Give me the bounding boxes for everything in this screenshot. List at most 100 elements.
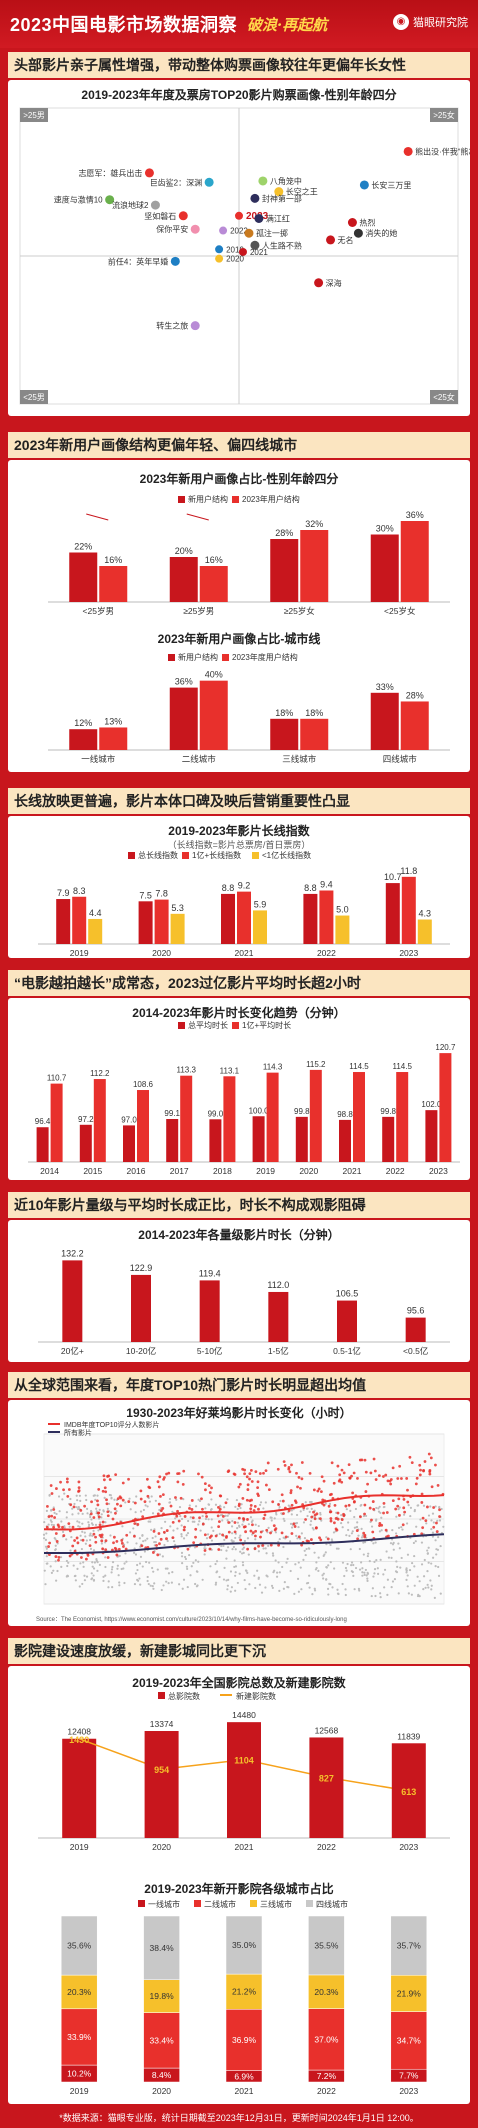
bar-value-label: 5.9 bbox=[254, 899, 267, 909]
film-point bbox=[152, 1587, 155, 1590]
top10-point bbox=[105, 1498, 108, 1502]
legend-swatch bbox=[252, 852, 259, 859]
top10-point bbox=[274, 1527, 278, 1531]
segment-value-label: 33.4% bbox=[150, 2035, 175, 2045]
top10-point bbox=[299, 1486, 302, 1490]
top10-point bbox=[115, 1553, 119, 1557]
top10-point bbox=[72, 1505, 76, 1509]
film-point bbox=[360, 1527, 363, 1531]
bar-value-label: 132.2 bbox=[61, 1248, 84, 1258]
film-point bbox=[241, 1523, 244, 1526]
legend-label: 二线城市 bbox=[204, 1899, 236, 1909]
film-point bbox=[366, 1577, 369, 1580]
film-point bbox=[107, 1586, 110, 1589]
point-label: 志愿军：雄兵出击 bbox=[78, 168, 142, 178]
bar bbox=[169, 557, 198, 602]
data-point bbox=[326, 235, 336, 245]
top10-point bbox=[152, 1529, 156, 1533]
top10-point bbox=[251, 1523, 254, 1527]
bar-value-label: 32% bbox=[305, 519, 323, 529]
top10-point bbox=[115, 1502, 119, 1506]
bar-value-label: 36% bbox=[406, 510, 424, 520]
film-point bbox=[341, 1582, 344, 1586]
top10-point bbox=[204, 1488, 207, 1492]
bar-value-label: 114.3 bbox=[263, 1063, 283, 1072]
top10-point bbox=[232, 1472, 236, 1476]
top10-point bbox=[300, 1543, 304, 1547]
top10-point bbox=[49, 1484, 53, 1487]
category-label: 2019 bbox=[256, 1166, 275, 1176]
film-point bbox=[289, 1569, 292, 1573]
top10-point bbox=[217, 1548, 221, 1551]
bar bbox=[303, 893, 318, 944]
film-point bbox=[267, 1544, 270, 1547]
film-point bbox=[288, 1540, 292, 1543]
top10-point bbox=[342, 1512, 345, 1516]
film-point bbox=[166, 1567, 169, 1570]
film-point bbox=[236, 1526, 239, 1530]
film-point bbox=[240, 1503, 243, 1506]
film-point bbox=[50, 1571, 53, 1574]
film-point bbox=[81, 1512, 84, 1515]
film-point bbox=[45, 1509, 48, 1512]
film-point bbox=[410, 1593, 413, 1596]
film-point bbox=[154, 1535, 157, 1538]
film-point bbox=[141, 1565, 144, 1568]
top10-point bbox=[312, 1510, 315, 1514]
bar-value-label: 120.7 bbox=[435, 1043, 456, 1052]
top10-point bbox=[218, 1494, 222, 1498]
film-point bbox=[117, 1574, 120, 1577]
top10-point bbox=[98, 1523, 102, 1527]
top10-point bbox=[67, 1522, 71, 1526]
film-point bbox=[144, 1560, 148, 1564]
film-point bbox=[226, 1498, 229, 1501]
film-point bbox=[212, 1529, 215, 1533]
film-point bbox=[345, 1508, 348, 1511]
film-point bbox=[437, 1574, 441, 1577]
top10-point bbox=[127, 1500, 131, 1503]
legend-label: IMDB年度TOP10评分人数影片 bbox=[64, 1420, 160, 1429]
top10-point bbox=[252, 1509, 256, 1512]
top10-point bbox=[246, 1547, 250, 1551]
top10-point bbox=[250, 1480, 254, 1483]
top10-point bbox=[120, 1541, 124, 1545]
bar-value-label: 99.1 bbox=[164, 1109, 180, 1118]
chart-title: 2023年新用户画像占比-性别年龄四分 bbox=[139, 472, 339, 486]
top10-point bbox=[322, 1479, 326, 1483]
film-point bbox=[75, 1506, 78, 1509]
bar bbox=[417, 919, 432, 944]
film-point bbox=[358, 1547, 361, 1551]
film-point bbox=[435, 1553, 438, 1556]
bar bbox=[223, 1076, 236, 1162]
film-point bbox=[422, 1504, 426, 1507]
film-point bbox=[143, 1550, 147, 1553]
film-point bbox=[44, 1538, 48, 1541]
top10-point bbox=[183, 1515, 187, 1518]
film-point bbox=[48, 1494, 51, 1497]
film-point bbox=[344, 1588, 347, 1591]
film-point bbox=[310, 1500, 313, 1504]
film-point bbox=[382, 1506, 385, 1509]
film-point bbox=[259, 1501, 263, 1504]
film-point bbox=[115, 1509, 118, 1513]
chart-card-hollywood: 1930-2023年好莱坞影片时长变化（小时） IMDB年度TOP10评分人数影… bbox=[8, 1400, 470, 1626]
film-point bbox=[297, 1590, 300, 1593]
film-point bbox=[320, 1519, 323, 1522]
film-point bbox=[413, 1508, 416, 1512]
film-point bbox=[219, 1505, 222, 1508]
legend-swatch bbox=[232, 1022, 239, 1029]
top10-point bbox=[121, 1498, 125, 1502]
top10-point bbox=[322, 1503, 326, 1507]
film-point bbox=[377, 1507, 380, 1510]
bar bbox=[425, 1110, 438, 1162]
segment-value-label: 38.4% bbox=[150, 1943, 175, 1953]
legend-swatch bbox=[306, 1900, 313, 1907]
line-value-label: 1430 bbox=[69, 1735, 89, 1745]
top10-point bbox=[140, 1544, 144, 1548]
film-point bbox=[201, 1515, 204, 1518]
film-point bbox=[65, 1575, 68, 1578]
film-point bbox=[392, 1541, 395, 1544]
film-point bbox=[430, 1528, 433, 1531]
top10-point bbox=[267, 1488, 271, 1491]
